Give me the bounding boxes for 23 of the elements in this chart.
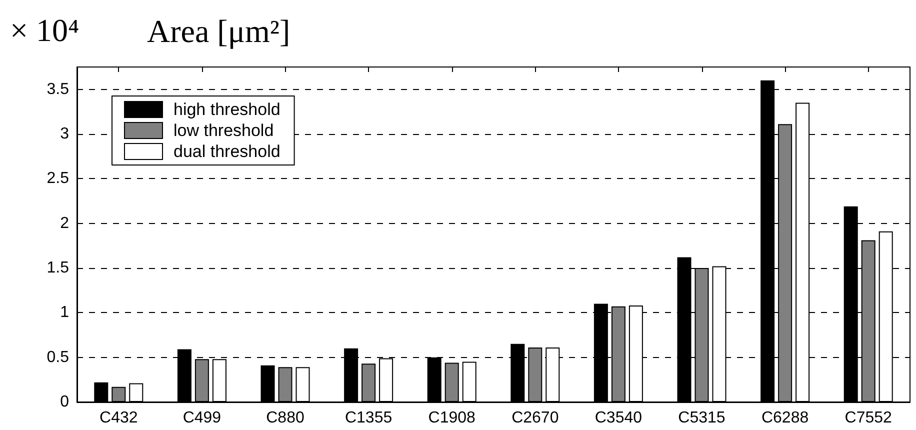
x-tick-label: C880 <box>266 410 304 426</box>
y-tick-label: 2 <box>60 214 70 232</box>
y-tick-label: 1 <box>60 304 70 322</box>
x-tick-label: C3540 <box>594 410 642 426</box>
x-tick-label: C1908 <box>428 410 476 426</box>
y-tick-label: 0 <box>60 394 70 410</box>
x-tick-label: C499 <box>182 410 222 426</box>
x-tick-label: C2670 <box>512 410 559 426</box>
x-tick-label: C6288 <box>761 410 809 426</box>
x-tick-label: C7552 <box>844 410 892 426</box>
x-tick-label: C432 <box>100 410 138 426</box>
y-tick-label: 3 <box>60 126 70 142</box>
legend-label: dual threshold <box>174 142 280 161</box>
legend-label: high threshold <box>174 100 280 119</box>
y-tick-label: 3.5 <box>46 80 70 98</box>
y-tick-label: 0.5 <box>46 348 70 366</box>
y-tick-label: 1.5 <box>46 260 70 276</box>
x-tick-label: C5315 <box>678 410 726 426</box>
y-axis-title: Area [μm²] <box>147 13 290 49</box>
y-tick-label: 2.5 <box>46 170 70 188</box>
legend-label: low threshold <box>174 121 274 140</box>
text: × 10⁴ <box>10 12 80 48</box>
x-tick-label: C1355 <box>344 410 392 426</box>
